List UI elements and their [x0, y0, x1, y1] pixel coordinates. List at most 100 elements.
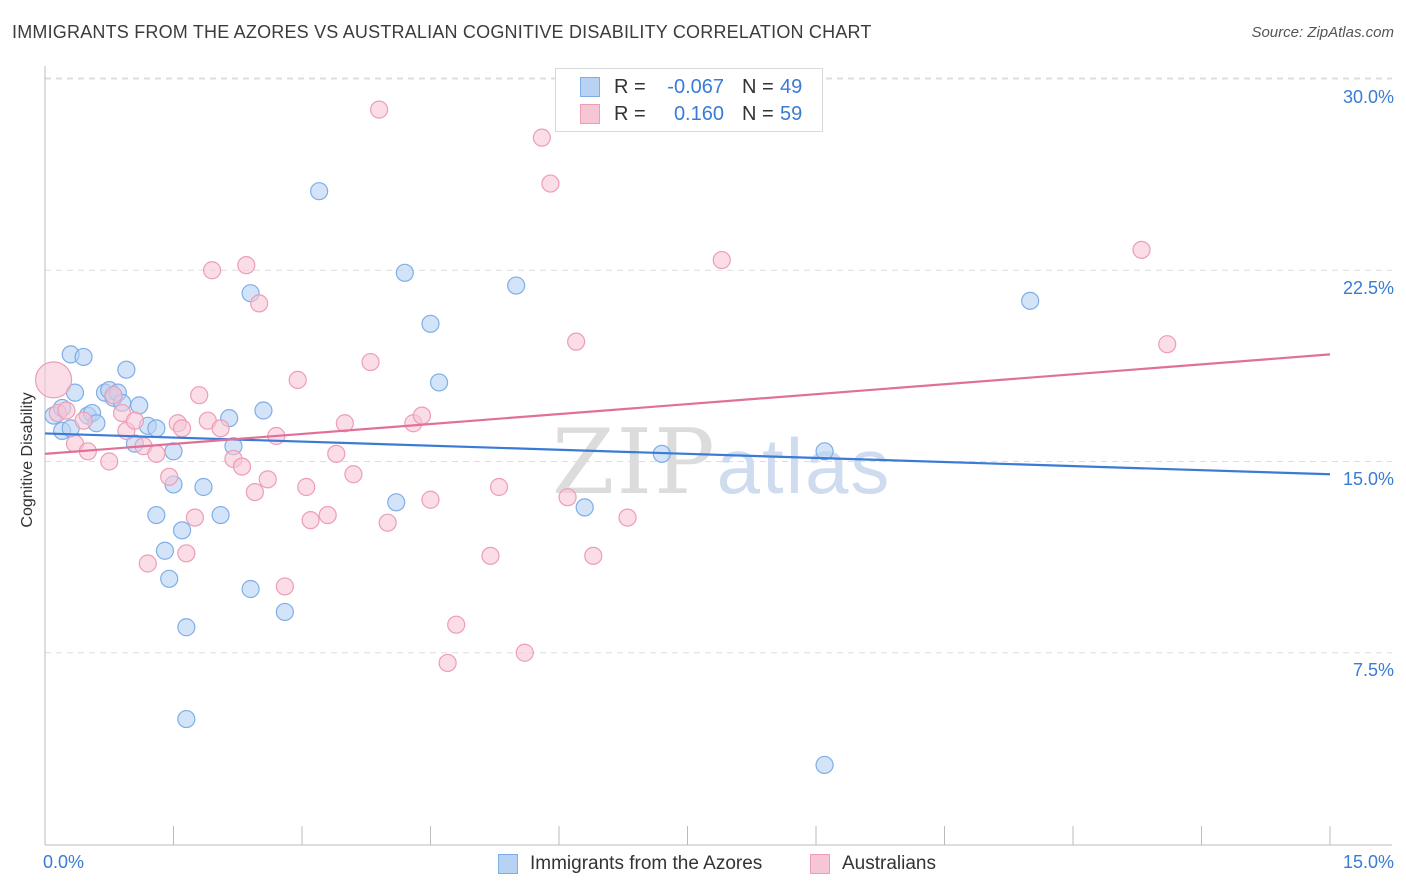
australians-point [190, 386, 209, 405]
stats-row-australians: R = 0.160 N = 59 [580, 102, 802, 126]
australians-point [237, 256, 256, 275]
azores-point [194, 477, 213, 497]
australians-point [104, 386, 123, 405]
azores-point [395, 263, 414, 282]
australians-point [100, 452, 119, 471]
stats-row-azores: R = -0.067 N = 49 [580, 75, 802, 99]
pink-swatch [580, 104, 600, 124]
x-tick-label: 0.0% [43, 852, 85, 872]
y-tick-label: 15.0% [1342, 469, 1394, 489]
watermark-zip: ZIP [552, 410, 717, 515]
azores-point [172, 521, 192, 540]
australians-point [275, 577, 294, 596]
azores-point [1021, 291, 1040, 310]
azores-point [275, 602, 294, 622]
y-tick-label: 7.5% [1352, 660, 1394, 680]
australians-trend-line [44, 353, 1331, 455]
stats-legend: R = -0.067 N = 49 R = 0.160 N = 59 [555, 68, 823, 132]
australians-point [172, 419, 192, 438]
legend-item-azores[interactable]: Immigrants from the Azores [498, 851, 762, 877]
y-tick-label: 30.0% [1342, 87, 1394, 107]
azores-point [815, 755, 834, 775]
australians-point [125, 411, 145, 430]
australians-point [34, 361, 73, 399]
azores-point [211, 505, 230, 525]
australians-point [232, 457, 252, 476]
watermark-atlas: atlas [716, 422, 892, 510]
australians-point [301, 511, 320, 530]
azores-point [310, 182, 329, 201]
australians-point [447, 615, 466, 634]
watermark: ZIPatlas [552, 410, 891, 515]
australians-point [138, 554, 157, 573]
azores-point [147, 419, 166, 438]
australians-point [1132, 240, 1151, 259]
australians-point [297, 477, 316, 497]
chart-title: IMMIGRANTS FROM THE AZORES VS AUSTRALIAN… [12, 22, 872, 42]
azores-trend-line [44, 432, 1331, 476]
australians-point [147, 444, 166, 463]
australians-point [288, 370, 307, 389]
n-value: 49 [780, 75, 803, 98]
pink-swatch [810, 854, 830, 874]
azores-point [117, 360, 136, 379]
x-tick-label: 15.0% [1342, 852, 1394, 872]
blue-swatch [498, 854, 518, 874]
australians-point [567, 332, 586, 351]
n-label: N = [742, 102, 774, 125]
australians-point [318, 505, 337, 525]
australians-point [558, 488, 577, 507]
n-label: N = [742, 75, 774, 98]
australians-point [481, 546, 500, 565]
australians-point [74, 411, 93, 430]
r-value: -0.067 [667, 75, 724, 98]
blue-swatch [580, 77, 600, 97]
n-value: 59 [780, 102, 803, 125]
australians-point [421, 490, 440, 509]
australians-point [245, 483, 264, 502]
australians-point [584, 546, 603, 565]
australians-point [618, 508, 637, 527]
r-label: R = [614, 102, 646, 125]
australians-point [532, 128, 551, 147]
legend-item-australians[interactable]: Australians [810, 851, 936, 877]
r-label: R = [614, 75, 646, 98]
azores-point [155, 541, 175, 560]
australians-point [361, 352, 380, 372]
azores-point [241, 579, 260, 599]
australians-point [211, 419, 230, 438]
azores-point [387, 493, 406, 512]
azores-point [815, 442, 834, 461]
azores-point [147, 505, 166, 525]
australians-point [515, 643, 534, 662]
australians-point [489, 477, 509, 497]
australians-point [712, 250, 731, 270]
australians-point [177, 544, 196, 563]
azores-point [254, 401, 273, 420]
australians-point [160, 467, 179, 486]
y-tick-label: 22.5% [1342, 278, 1394, 298]
azores-point [575, 498, 594, 517]
legend-label: Immigrants from the Azores [530, 853, 763, 874]
azores-point [177, 618, 196, 637]
azores-point [507, 276, 526, 295]
source-credit: Source: ZipAtlas.com [1251, 24, 1394, 41]
australians-point [250, 294, 269, 313]
australians-point [335, 414, 354, 433]
r-value: 0.160 [673, 102, 724, 125]
y-axis-label: Cognitive Disability [19, 392, 36, 528]
australians-point [327, 444, 346, 463]
australians-point [185, 508, 205, 527]
australians-point [344, 465, 363, 484]
australians-point [412, 406, 432, 425]
australians-point [258, 470, 277, 489]
australians-point [541, 174, 560, 193]
azores-point [421, 314, 440, 333]
australians-point [438, 653, 457, 673]
legend-label: Australians [842, 853, 936, 874]
australians-point [57, 401, 76, 420]
australians-point [378, 513, 397, 532]
azores-point [160, 569, 179, 588]
azores-point [177, 709, 196, 729]
